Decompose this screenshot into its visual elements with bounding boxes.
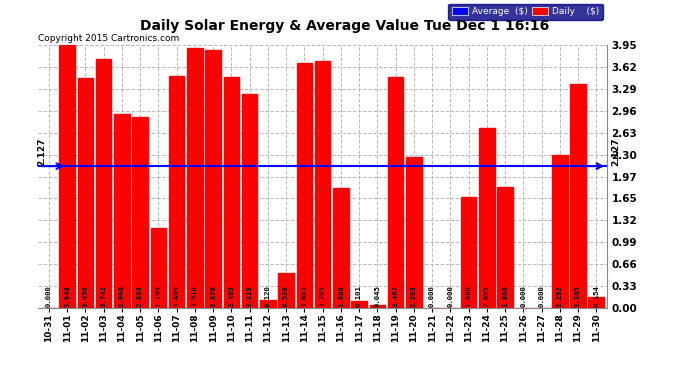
Text: 2.695: 2.695 [484,285,490,307]
Text: 3.742: 3.742 [101,285,107,307]
Text: 2.127: 2.127 [611,138,620,166]
Text: 3.681: 3.681 [302,285,307,307]
Text: 3.948: 3.948 [64,285,70,307]
Text: 2.863: 2.863 [137,285,143,307]
Text: 3.910: 3.910 [192,285,198,307]
Bar [169,76,184,307]
Text: 3.467: 3.467 [393,285,399,307]
Text: 0.120: 0.120 [265,285,271,307]
Text: 1.806: 1.806 [502,285,508,307]
Bar [132,117,148,308]
Text: 0.000: 0.000 [538,285,544,307]
Text: 3.365: 3.365 [575,285,581,307]
Text: 0.045: 0.045 [374,285,380,307]
Bar [589,297,604,307]
Bar [333,188,348,308]
Text: 0.520: 0.520 [283,285,289,307]
Text: 3.219: 3.219 [246,285,253,307]
Bar [150,228,166,308]
Text: Daily Solar Energy & Average Value Tue Dec 1 16:16: Daily Solar Energy & Average Value Tue D… [140,19,550,33]
Text: 3.469: 3.469 [228,285,235,307]
Text: 1.668: 1.668 [466,285,471,307]
Text: 2.292: 2.292 [557,285,563,307]
Text: 2.127: 2.127 [37,138,46,166]
Bar [297,63,312,308]
Text: 0.000: 0.000 [46,285,52,307]
Bar [224,77,239,308]
Text: 3.489: 3.489 [174,285,179,307]
Bar [479,128,495,308]
Bar [552,155,567,308]
Text: 1.199: 1.199 [155,285,161,307]
Bar [260,300,275,307]
Bar [406,157,422,308]
Text: Copyright 2015 Cartronics.com: Copyright 2015 Cartronics.com [38,34,179,43]
Legend: Average  ($), Daily    ($): Average ($), Daily ($) [448,4,602,20]
Bar [461,196,476,308]
Bar [241,94,257,308]
Bar [351,301,367,307]
Text: 2.906: 2.906 [119,285,125,307]
Text: 0.154: 0.154 [593,285,599,307]
Bar [78,78,93,308]
Text: 0.000: 0.000 [447,285,453,307]
Bar [59,45,75,308]
Text: 3.705: 3.705 [319,285,326,307]
Bar [315,61,331,308]
Text: 0.000: 0.000 [520,285,526,307]
Text: 0.101: 0.101 [356,285,362,307]
Bar [570,84,586,308]
Text: 3.450: 3.450 [82,285,88,307]
Bar [370,304,385,307]
Bar [388,77,404,308]
Text: 0.000: 0.000 [429,285,435,307]
Bar [96,59,111,308]
Bar [278,273,294,308]
Text: 2.263: 2.263 [411,285,417,307]
Bar [114,114,130,308]
Bar [497,188,513,308]
Bar [206,50,221,308]
Text: 3.876: 3.876 [210,285,216,307]
Text: 1.800: 1.800 [338,285,344,307]
Bar [187,48,203,308]
